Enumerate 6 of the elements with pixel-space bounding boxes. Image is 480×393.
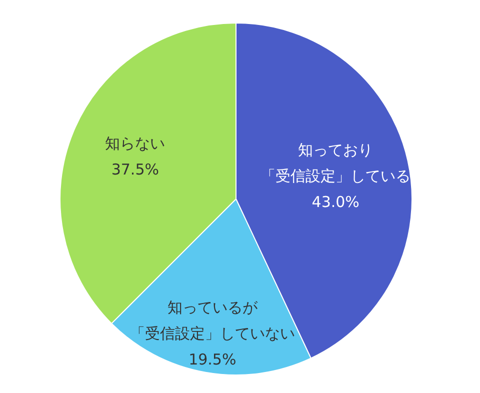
- data-label: 37.5%: [111, 160, 160, 178]
- data-label: 19.5%: [188, 350, 236, 368]
- slice-label: 知らない: [105, 134, 166, 152]
- slice-label: 知っており「受信設定」している: [260, 140, 411, 185]
- slice-label: 知っているが「受信設定」していない: [130, 298, 295, 342]
- data-label: 43.0%: [312, 192, 360, 211]
